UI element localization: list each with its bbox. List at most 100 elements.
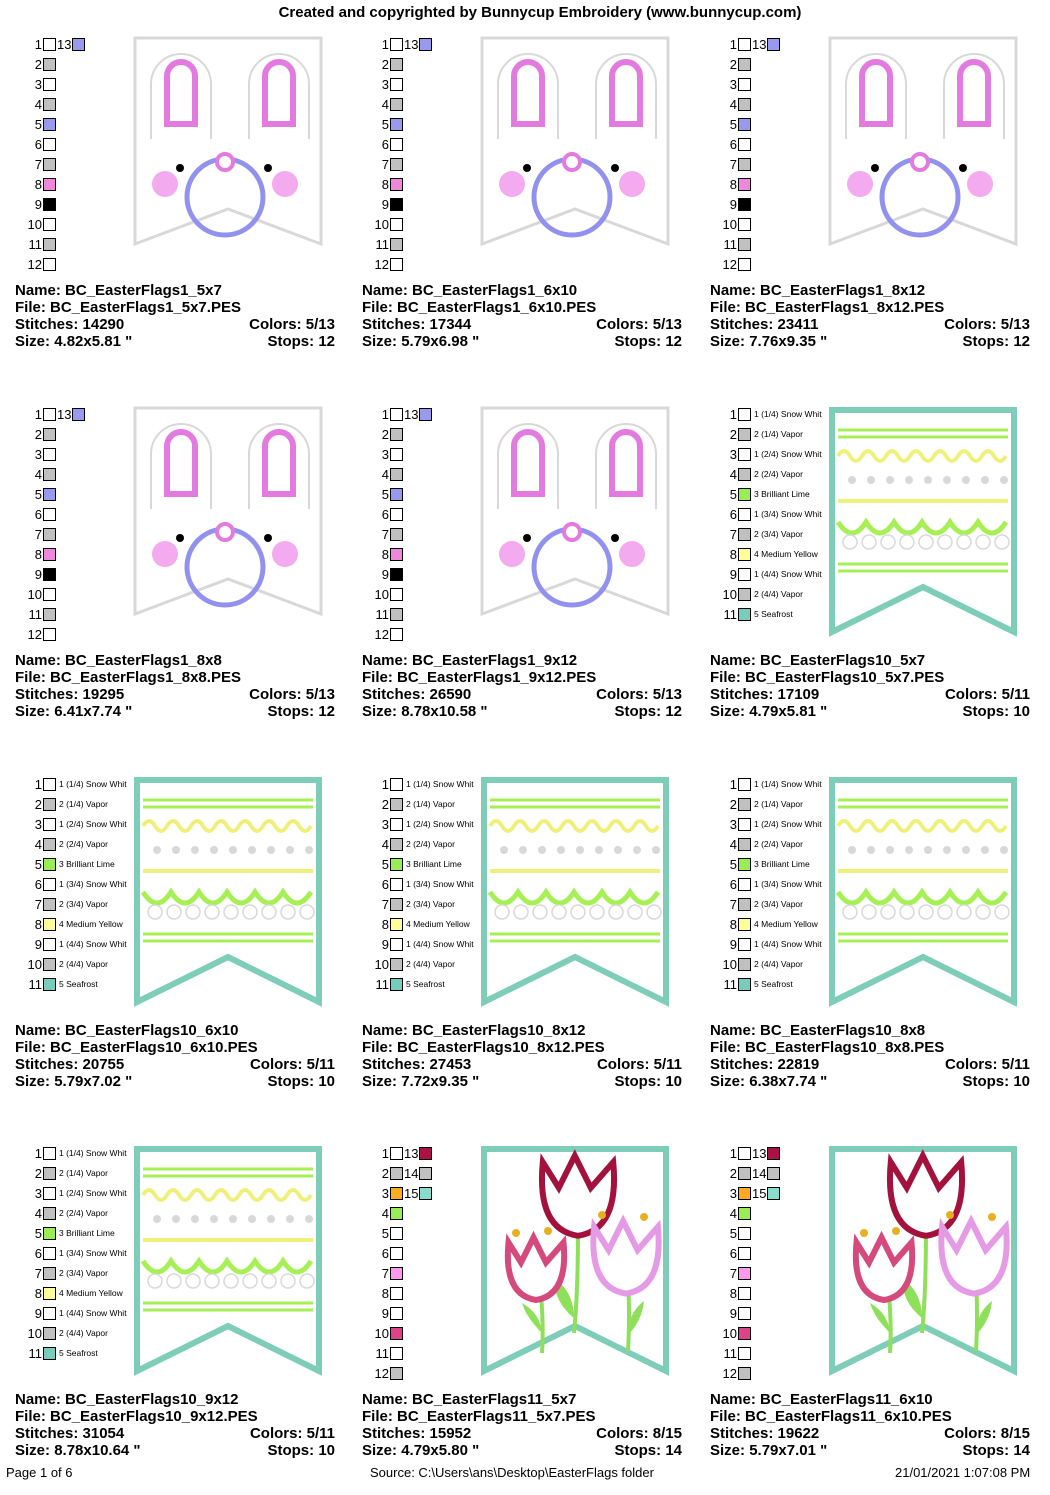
design-info: Name: BC_EasterFlags1_8x12 File: BC_East… — [710, 282, 1030, 350]
color-swatch-row: 5 — [710, 1223, 850, 1243]
color-swatch-row: 2 — [15, 54, 155, 74]
thread-name: 2 (4/4) Vapor — [754, 959, 803, 969]
color-swatch — [738, 777, 751, 791]
color-swatch — [767, 1166, 781, 1180]
color-swatch-row: 8 — [710, 1283, 850, 1303]
color-swatch-row: 6 — [362, 1243, 502, 1263]
color-swatch-row: 3 — [710, 74, 850, 94]
color-swatch — [738, 607, 751, 621]
color-swatch — [738, 467, 751, 481]
swatch-number: 6 — [381, 136, 389, 152]
color-swatch-row: 6 — [362, 134, 502, 154]
design-size: Size: 5.79x7.01 " — [710, 1442, 828, 1459]
design-size: Size: 4.79x5.81 " — [710, 703, 828, 720]
color-swatch — [43, 97, 56, 111]
swatch-number: 6 — [729, 876, 737, 892]
color-swatch — [738, 977, 751, 991]
color-swatch-row: 7 2 (3/4) Vapor — [362, 894, 502, 914]
swatch-number: 1 — [34, 1145, 42, 1161]
thread-name: 1 (1/4) Snow Whit — [754, 779, 822, 789]
design-name: Name: BC_EasterFlags11_5x7 — [362, 1391, 577, 1408]
color-swatch — [419, 407, 433, 421]
color-swatch — [43, 237, 56, 251]
color-swatch-row: 4 2 (2/4) Vapor — [15, 834, 155, 854]
swatch-number: 7 — [34, 526, 42, 542]
color-swatch — [738, 407, 751, 421]
color-swatch — [738, 507, 751, 521]
egg-flag-art — [829, 777, 1017, 1007]
source-path: Source: C:\Users\ans\Desktop\EasterFlags… — [370, 1465, 654, 1480]
color-swatch-row: 7 2 (3/4) Vapor — [710, 524, 850, 544]
color-swatch — [72, 37, 86, 51]
color-swatch — [390, 777, 403, 791]
color-swatch-row: 8 — [15, 544, 155, 564]
swatch-number: 6 — [729, 136, 737, 152]
stitch-count: Stitches: 23411 — [710, 316, 819, 333]
color-swatch — [738, 117, 751, 131]
swatch-number: 3 — [729, 446, 737, 462]
color-swatch — [738, 1366, 751, 1380]
swatch-number: 1 — [381, 776, 389, 792]
stop-count: Stops: 12 — [614, 703, 682, 720]
color-swatch-row: 1 13 — [710, 34, 850, 54]
color-swatch-row: 9 1 (4/4) Snow Whit — [15, 934, 155, 954]
color-swatch — [43, 427, 56, 441]
design-info: Name: BC_EasterFlags10_6x10 File: BC_Eas… — [15, 1022, 335, 1090]
thread-name: 2 (1/4) Vapor — [754, 799, 803, 809]
color-swatch-row: 1 13 — [362, 34, 502, 54]
thread-name: 2 (3/4) Vapor — [59, 899, 108, 909]
color-swatch — [43, 877, 56, 891]
color-swatch — [43, 217, 56, 231]
color-swatch-row: 2 — [362, 54, 502, 74]
thread-name: 2 (3/4) Vapor — [406, 899, 455, 909]
thread-name: 4 Medium Yellow — [59, 919, 123, 929]
color-swatch — [390, 507, 403, 521]
color-swatch-row: 9 — [15, 194, 155, 214]
swatch-number: 4 — [381, 96, 389, 112]
tulip-flag-art — [829, 1146, 1017, 1376]
color-swatch — [738, 857, 751, 871]
swatch-number: 11 — [375, 976, 390, 992]
design-card: 1 1 (1/4) Snow Whit 2 2 (1/4) Vapor 3 1 (2/4)… — [710, 404, 1050, 756]
swatch-number: 13 — [57, 406, 72, 422]
color-swatch — [390, 957, 403, 971]
swatch-number: 11 — [723, 976, 738, 992]
color-swatch-list: 1 13 2 14 3 15 4 5 6 7 8 9 10 11 12 — [362, 1143, 502, 1383]
swatch-number: 6 — [729, 1245, 737, 1261]
thread-name: 2 (2/4) Vapor — [59, 839, 108, 849]
color-swatch — [43, 467, 56, 481]
swatch-number: 4 — [729, 96, 737, 112]
color-swatch-row: 4 — [15, 94, 155, 114]
color-swatch — [738, 1346, 751, 1360]
design-size: Size: 5.79x7.02 " — [15, 1073, 133, 1090]
color-swatch — [43, 117, 56, 131]
thread-name: 5 Seafrost — [754, 609, 793, 619]
thread-name: 5 Seafrost — [754, 979, 793, 989]
color-swatch-row: 11 — [710, 1343, 850, 1363]
color-count: Colors: 5/11 — [944, 686, 1030, 703]
design-file: File: BC_EasterFlags10_6x10.PES — [15, 1039, 258, 1056]
color-swatch-row: 8 4 Medium Yellow — [710, 914, 850, 934]
color-swatch-row: 3 1 (2/4) Snow Whit — [15, 1183, 155, 1203]
color-swatch — [43, 1186, 56, 1200]
design-preview — [478, 404, 676, 644]
color-swatch — [738, 1326, 751, 1340]
color-swatch — [43, 197, 56, 211]
swatch-number: 11 — [28, 606, 43, 622]
color-swatch — [43, 817, 56, 831]
color-swatch-list: 1 1 (1/4) Snow Whit 2 2 (1/4) Vapor 3 1 (2/4)… — [710, 404, 850, 624]
swatch-number: 9 — [729, 566, 737, 582]
design-file: File: BC_EasterFlags10_9x12.PES — [15, 1408, 258, 1425]
color-swatch-row: 12 — [15, 624, 155, 644]
swatch-number: 1 — [729, 36, 737, 52]
stop-count: Stops: 14 — [962, 1442, 1030, 1459]
color-swatch — [419, 37, 433, 51]
design-file: File: BC_EasterFlags1_9x12.PES — [362, 669, 597, 686]
color-swatch-row: 2 2 (1/4) Vapor — [710, 424, 850, 444]
swatch-number: 9 — [729, 1305, 737, 1321]
swatch-number: 6 — [381, 1245, 389, 1261]
color-swatch-row: 6 1 (3/4) Snow Whit — [710, 504, 850, 524]
design-name: Name: BC_EasterFlags10_8x12 — [362, 1022, 586, 1039]
color-swatch-row: 8 4 Medium Yellow — [710, 544, 850, 564]
color-swatch-row: 12 — [15, 254, 155, 274]
